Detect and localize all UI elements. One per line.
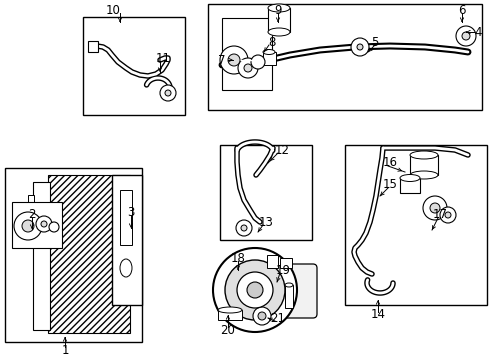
Circle shape [251,55,265,69]
Circle shape [41,221,47,227]
Bar [33,182,50,330]
Text: 16: 16 [383,157,397,170]
Bar [400,178,420,193]
Bar [12,202,62,248]
Bar [268,8,290,32]
Circle shape [165,90,171,96]
Text: 12: 12 [274,144,290,157]
Bar [112,175,142,305]
Ellipse shape [263,49,275,54]
Circle shape [14,212,42,240]
Circle shape [351,38,369,56]
Bar [267,255,278,268]
Circle shape [423,196,447,220]
Bar [285,285,293,308]
Circle shape [244,64,252,72]
Circle shape [36,216,52,232]
Circle shape [213,248,297,332]
Circle shape [253,307,271,325]
Text: 5: 5 [371,36,379,49]
Text: 1: 1 [61,343,69,356]
FancyBboxPatch shape [259,264,317,318]
Text: 17: 17 [433,208,447,221]
Ellipse shape [410,151,438,159]
Ellipse shape [218,307,242,313]
Circle shape [258,312,266,320]
Circle shape [445,212,451,218]
Text: 20: 20 [220,324,235,337]
Text: 14: 14 [370,309,386,321]
Circle shape [440,207,456,223]
Ellipse shape [120,259,132,277]
Circle shape [160,85,176,101]
Circle shape [236,220,252,236]
Text: 11: 11 [155,51,171,64]
Bar [208,4,482,110]
Circle shape [237,272,273,308]
Bar [5,168,142,342]
Text: 4: 4 [474,26,482,39]
Text: 8: 8 [269,36,276,49]
Bar [120,190,132,245]
Circle shape [357,44,363,50]
Text: 2: 2 [28,208,36,221]
Bar [345,145,487,305]
Text: 18: 18 [231,252,245,265]
Circle shape [456,26,476,46]
Circle shape [238,58,258,78]
Ellipse shape [400,175,420,181]
Text: 7: 7 [218,54,226,67]
Circle shape [225,260,285,320]
Text: 3: 3 [127,207,135,220]
Circle shape [247,282,263,298]
Bar [280,258,292,268]
Text: 15: 15 [383,179,397,192]
Text: 6: 6 [458,4,466,17]
Circle shape [430,203,440,213]
Ellipse shape [268,4,290,12]
Circle shape [220,46,248,74]
Ellipse shape [285,283,293,287]
Circle shape [22,220,34,232]
Circle shape [228,54,240,66]
Circle shape [241,225,247,231]
Ellipse shape [268,28,290,36]
Text: 21: 21 [270,311,286,324]
Text: 9: 9 [274,4,282,17]
Bar [48,175,130,333]
Bar [218,310,242,320]
Text: 10: 10 [105,4,121,17]
Bar [83,17,185,115]
Text: 13: 13 [259,216,273,229]
Bar [220,145,312,240]
Bar [88,41,98,52]
Bar [28,195,34,210]
Bar [263,52,276,65]
Circle shape [462,32,470,40]
Circle shape [49,222,59,232]
Bar [222,18,272,90]
Bar [410,155,438,175]
Text: 19: 19 [275,264,291,276]
Ellipse shape [410,171,438,179]
